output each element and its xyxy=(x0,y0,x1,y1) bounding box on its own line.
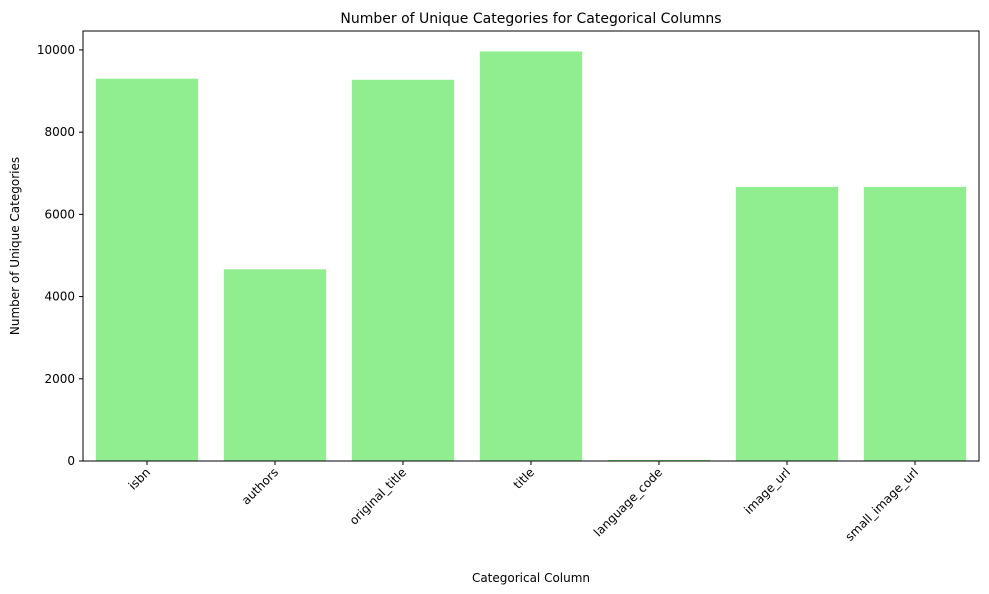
y-axis-ticks: 0 2000 4000 6000 8000 10000 xyxy=(37,43,83,468)
bar-authors xyxy=(223,269,327,461)
y-tick-label-6000: 6000 xyxy=(44,207,75,221)
x-tick-label-isbn: isbn xyxy=(126,465,153,492)
bars-layer xyxy=(95,51,967,462)
y-tick-label-2000: 2000 xyxy=(44,372,75,386)
bar-title xyxy=(479,51,583,462)
bar-language_code xyxy=(607,459,711,461)
x-tick-label-title: title xyxy=(511,465,537,491)
x-axis-ticks: isbn authors original_title title language_c… xyxy=(126,461,921,544)
chart-title: Number of Unique Categories for Categori… xyxy=(340,11,721,27)
y-tick-label-4000: 4000 xyxy=(44,290,75,304)
x-tick-label-language_code: language_code xyxy=(591,465,665,539)
bar-isbn xyxy=(95,78,199,462)
bar-small_image_url xyxy=(863,186,967,462)
x-tick-label-original_title: original_title xyxy=(347,465,409,527)
x-axis-label: Categorical Column xyxy=(472,571,590,585)
y-axis-label: Number of Unique Categories xyxy=(8,157,22,335)
y-tick-label-0: 0 xyxy=(67,454,75,468)
bar-image_url xyxy=(735,186,839,462)
x-tick-label-authors: authors xyxy=(239,465,281,507)
x-tick-label-small_image_url: small_image_url xyxy=(842,465,921,544)
plot-frame xyxy=(82,30,980,462)
y-tick-label-10000: 10000 xyxy=(37,43,75,57)
y-tick-label-8000: 8000 xyxy=(44,125,75,139)
bar-original_title xyxy=(351,79,455,462)
x-tick-label-image_url: image_url xyxy=(741,465,793,517)
